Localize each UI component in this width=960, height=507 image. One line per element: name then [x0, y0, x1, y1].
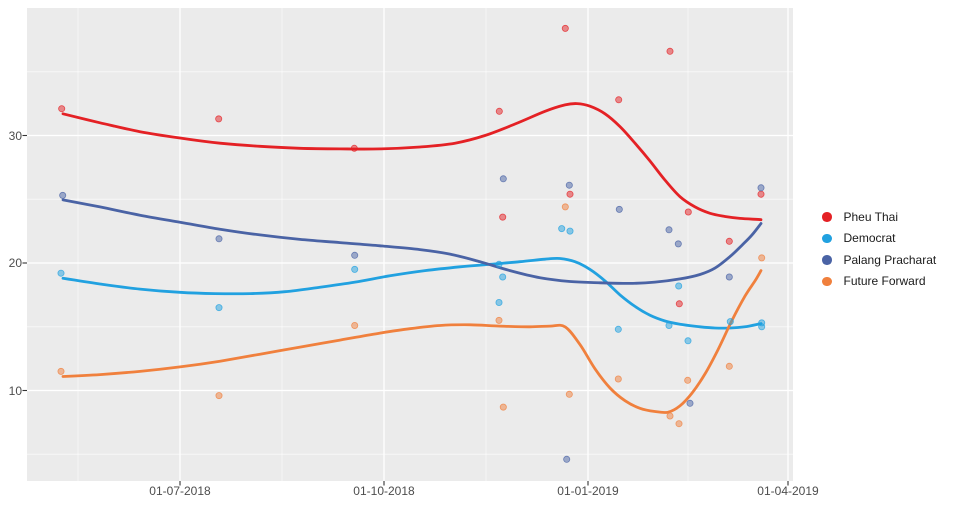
poll-point-democrat: [614, 325, 622, 333]
x-tick-label-jan-2019: 01-01-2019: [557, 484, 619, 498]
poll-point-palang-pracharat: [665, 226, 673, 234]
poll-point-palang-pracharat: [725, 273, 733, 281]
poll-point-democrat: [499, 273, 507, 281]
poll-point-pheu-thai: [615, 96, 623, 104]
poll-point-palang-pracharat: [499, 175, 507, 183]
poll-point-pheu-thai: [495, 107, 503, 115]
poll-point-future-forward: [725, 362, 733, 370]
poll-point-future-forward: [57, 367, 65, 375]
x-tick-label-jul-2018: 01-07-2018: [149, 484, 211, 498]
legend-label-future-forward: Future Forward: [843, 274, 926, 289]
y-tick-label-10: 10: [8, 383, 22, 398]
poll-point-future-forward: [684, 376, 692, 384]
palang-pracharat-color-dot-icon: [822, 255, 832, 265]
poll-point-democrat: [558, 225, 566, 233]
poll-point-palang-pracharat: [351, 251, 359, 259]
trend-line-pheu-thai: [61, 102, 763, 222]
poll-point-future-forward: [561, 203, 569, 211]
poll-point-democrat: [215, 304, 223, 312]
trend-line-democrat: [61, 256, 763, 330]
poll-point-future-forward: [215, 392, 223, 400]
poll-point-palang-pracharat: [565, 181, 573, 189]
poll-point-pheu-thai: [666, 47, 674, 55]
poll-point-palang-pracharat: [215, 235, 223, 243]
poll-point-democrat: [675, 282, 683, 290]
poll-point-democrat: [57, 269, 65, 277]
poll-point-pheu-thai: [499, 213, 507, 221]
poll-point-pheu-thai: [725, 237, 733, 245]
poll-point-palang-pracharat: [563, 455, 571, 463]
poll-point-palang-pracharat: [615, 205, 623, 213]
democrat-color-dot-icon: [822, 233, 832, 243]
poll-point-pheu-thai: [684, 208, 692, 216]
poll-point-democrat: [665, 321, 673, 329]
poll-point-future-forward: [758, 254, 766, 262]
poll-point-pheu-thai: [757, 190, 765, 198]
legend-item-democrat: Democrat: [816, 228, 936, 250]
poll-point-democrat: [495, 260, 503, 268]
plot-panel: [27, 8, 793, 481]
poll-point-democrat: [684, 337, 692, 345]
poll-point-future-forward: [614, 375, 622, 383]
legend: Pheu Thai Democrat Palang Pracharat Futu…: [816, 206, 936, 292]
poll-point-democrat: [566, 227, 574, 235]
pheu-thai-color-dot-icon: [822, 212, 832, 222]
legend-label-palang-pracharat: Palang Pracharat: [843, 252, 937, 267]
poll-point-democrat: [351, 265, 359, 273]
poll-point-pheu-thai: [350, 144, 358, 152]
poll-point-palang-pracharat: [686, 399, 694, 407]
y-tick-label-20: 20: [8, 256, 22, 270]
legend-item-palang-pracharat: Palang Pracharat: [816, 249, 936, 271]
y-tick-label-30: 30: [8, 128, 22, 143]
future-forward-color-dot-icon: [822, 276, 832, 286]
legend-label-democrat: Democrat: [843, 231, 896, 246]
poll-point-future-forward: [499, 403, 507, 411]
poll-point-future-forward: [351, 321, 359, 329]
legend-label-pheu-thai: Pheu Thai: [843, 209, 899, 224]
poll-point-future-forward: [675, 420, 683, 428]
poll-point-future-forward: [666, 412, 674, 420]
poll-point-pheu-thai: [566, 190, 574, 198]
poll-point-pheu-thai: [675, 300, 683, 308]
poll-point-democrat: [495, 298, 503, 306]
poll-point-palang-pracharat: [674, 240, 682, 248]
poll-point-democrat: [726, 318, 734, 326]
x-tick-label-oct-2018: 01-10-2018: [353, 484, 415, 498]
poll-point-pheu-thai: [58, 105, 66, 113]
poll-point-palang-pracharat: [757, 184, 765, 192]
poll-point-future-forward: [495, 316, 503, 324]
x-tick-label-apr-2019: 01-04-2019: [757, 484, 819, 498]
poll-point-future-forward: [565, 390, 573, 398]
trend-line-palang-pracharat: [61, 198, 763, 285]
legend-item-future-forward: Future Forward: [816, 271, 936, 293]
poll-point-pheu-thai: [561, 24, 569, 32]
poll-point-palang-pracharat: [59, 191, 67, 199]
poll-point-democrat: [758, 323, 766, 331]
trend-line-future-forward: [61, 269, 763, 414]
poll-point-pheu-thai: [215, 115, 223, 123]
legend-item-pheu-thai: Pheu Thai: [816, 206, 936, 228]
